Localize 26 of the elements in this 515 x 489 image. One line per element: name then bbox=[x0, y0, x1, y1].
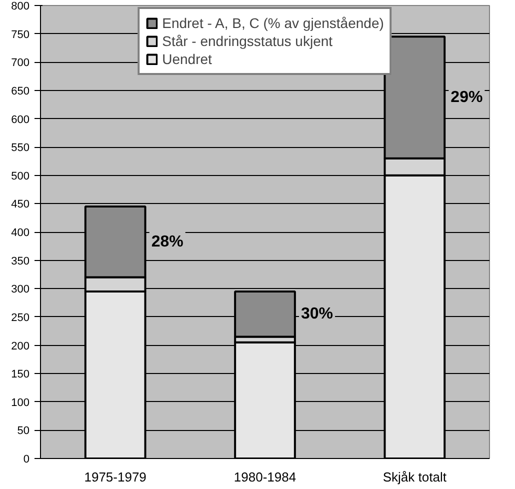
x-tick-label: 1980-1984 bbox=[234, 470, 296, 484]
y-tick-label: 450 bbox=[11, 198, 30, 211]
legend-label: Endret - A, B, C (% av gjenstående) bbox=[162, 15, 384, 31]
y-tick-label: 700 bbox=[11, 57, 30, 70]
y-tick-label: 0 bbox=[23, 454, 30, 466]
y-tick-label: 550 bbox=[11, 142, 30, 154]
annotation: 29% bbox=[450, 89, 483, 106]
legend-label: Uendret bbox=[162, 51, 212, 67]
x-tick-label: 1975-1979 bbox=[84, 470, 146, 484]
y-tick-label: 650 bbox=[11, 85, 30, 98]
y-tick-label: 350 bbox=[11, 255, 30, 268]
y-tick-label: 50 bbox=[17, 425, 30, 438]
y-tick-label: 800 bbox=[11, 0, 30, 12]
y-tick-label: 400 bbox=[11, 227, 30, 239]
x-tick-label: Skjåk totalt bbox=[382, 470, 447, 484]
y-tick-label: 200 bbox=[11, 340, 30, 352]
y-tick-label: 250 bbox=[11, 312, 30, 324]
annotation: 28% bbox=[151, 233, 184, 250]
y-tick-label: 100 bbox=[11, 396, 30, 409]
legend-label: Står - endringsstatus ukjent bbox=[162, 33, 333, 49]
annotation: 30% bbox=[301, 306, 334, 323]
y-tick-label: 500 bbox=[11, 170, 30, 182]
y-tick-label: 600 bbox=[11, 114, 30, 126]
y-tick-label: 150 bbox=[11, 368, 30, 381]
y-tick-label: 750 bbox=[11, 28, 30, 41]
y-tick-label: 300 bbox=[11, 284, 30, 296]
